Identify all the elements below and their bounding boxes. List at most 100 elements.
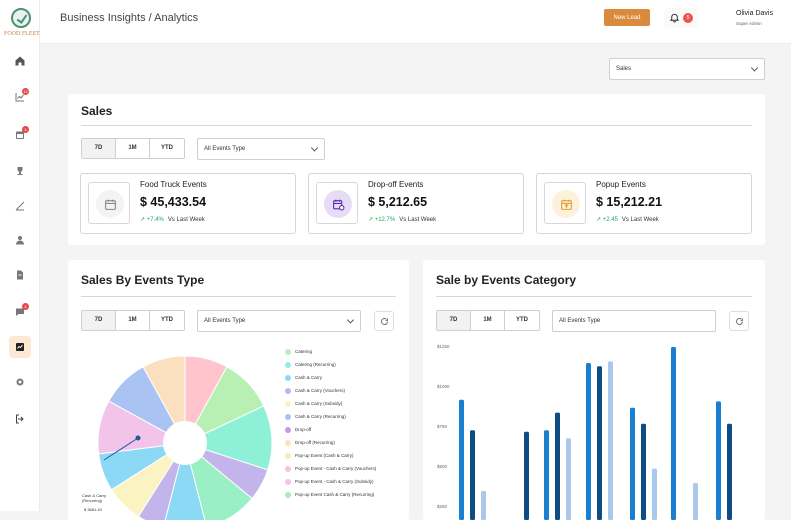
bar[interactable] (597, 366, 602, 520)
bell-icon (669, 13, 680, 23)
stat-icon-circle (324, 190, 352, 218)
sidebar-item-calendar[interactable]: 4 (9, 124, 31, 146)
report-type-select[interactable]: Sales (609, 58, 765, 80)
nav-badge: 12 (22, 88, 29, 95)
chevron-down-icon (310, 144, 319, 152)
legend-swatch (285, 492, 291, 498)
sidebar-item-chat[interactable]: 4 (9, 301, 31, 323)
bar[interactable] (608, 361, 613, 520)
bar[interactable] (652, 468, 657, 520)
stat-change-value: +7.4% (146, 217, 164, 223)
refresh-icon (381, 318, 388, 325)
report-type-value: Sales (616, 66, 632, 72)
stat-icon-box (88, 182, 130, 224)
sidebar-item-home[interactable] (9, 50, 31, 72)
ruler-icon (15, 201, 25, 211)
bar[interactable] (481, 491, 486, 520)
bar[interactable] (566, 438, 571, 520)
sidebar-item-analytics[interactable] (9, 336, 31, 358)
y-tick-label: $250 (437, 504, 448, 509)
period-7d[interactable]: 7D (82, 311, 116, 330)
legend-label: Pop-up Event - Cash & Carry (Vouchers) (295, 466, 377, 471)
sidebar-item-users[interactable] (9, 229, 31, 251)
home-icon (15, 56, 25, 66)
notifications-button[interactable]: 5 (664, 8, 698, 28)
pie-center-hole (163, 421, 207, 465)
period-7d[interactable]: 7D (437, 311, 471, 330)
nav-badge: 4 (22, 303, 29, 310)
bar[interactable] (555, 412, 560, 520)
sidebar-item-document[interactable] (9, 264, 31, 286)
stat-value: $ 15,212.21 (596, 195, 663, 209)
stat-icon-circle (552, 190, 580, 218)
bar[interactable] (727, 423, 732, 520)
legend-swatch (285, 453, 291, 459)
type-event-type-select[interactable]: All Events Type (197, 310, 361, 332)
event-type-value: All Events Type (204, 318, 246, 324)
bar[interactable] (470, 430, 475, 520)
period-1m[interactable]: 1M (116, 311, 150, 330)
y-tick-label: $750 (437, 424, 448, 429)
users-icon (16, 236, 24, 245)
document-icon (17, 270, 23, 280)
sidebar-item-logout[interactable] (9, 408, 31, 430)
chevron-down-icon (750, 64, 759, 72)
legend-label: Cash & Carry (Vouchers) (295, 388, 346, 393)
period-ytd[interactable]: YTD (161, 317, 173, 323)
period-1m[interactable]: 1M (471, 311, 505, 330)
legend-label: Cash & Carry (Recurring) (295, 414, 346, 419)
refresh-button[interactable] (729, 311, 749, 331)
bar[interactable] (716, 401, 721, 520)
legend-label: Drop-off (Recurring) (295, 440, 335, 445)
logout-icon (16, 414, 24, 424)
category-event-type-select[interactable]: All Events Type (552, 310, 716, 332)
stat-change: ↗ +12.7% Vs Last Week (368, 216, 436, 223)
stat-vs-label: Vs Last Week (167, 217, 205, 223)
legend-swatch (285, 414, 291, 420)
tooltip-leader-line (103, 437, 139, 461)
event-type-value: All Events Type (204, 146, 246, 152)
bar[interactable] (459, 399, 464, 520)
type-period-toggle: 7D 1M YTD (81, 310, 185, 331)
bar[interactable] (671, 347, 676, 520)
chat-icon (16, 308, 24, 316)
stat-change-value: +2.45 (602, 217, 618, 223)
logo[interactable]: FOOD FLEET (4, 8, 40, 37)
bar[interactable] (641, 423, 646, 520)
sidebar-item-chart[interactable]: 12 (9, 86, 31, 108)
bar[interactable] (586, 363, 591, 520)
trend-up-icon: ↗ (140, 217, 147, 223)
period-ytd[interactable]: YTD (516, 317, 528, 323)
refresh-button[interactable] (374, 311, 394, 331)
sales-period-toggle: 7D 1M YTD (81, 138, 185, 159)
sales-event-type-select[interactable]: All Events Type (197, 138, 325, 160)
trophy-icon (17, 167, 23, 175)
legend-swatch (285, 401, 291, 407)
bar[interactable] (524, 431, 529, 520)
pie-slice[interactable] (163, 442, 206, 520)
refresh-icon (736, 318, 743, 325)
sidebar-item-ruler[interactable] (9, 195, 31, 217)
tooltip-marker (135, 435, 141, 441)
new-lead-button[interactable]: New Lead (604, 9, 650, 26)
legend-swatch (285, 440, 291, 446)
sidebar-item-gear[interactable] (9, 371, 31, 393)
bar[interactable] (544, 430, 549, 520)
period-7d[interactable]: 7D (82, 139, 116, 158)
pie-tooltip-value: $ 3681.40 (84, 507, 102, 512)
stat-change: ↗ +2.45 Vs Last Week (596, 216, 659, 223)
period-ytd[interactable]: YTD (161, 145, 173, 151)
sidebar-item-trophy[interactable] (9, 160, 31, 182)
period-1m[interactable]: 1M (116, 139, 150, 158)
bar[interactable] (630, 407, 635, 520)
stat-vs-label: Vs Last Week (621, 217, 659, 223)
legend-label: Pop-up Event Cash & Carry (Recurring) (295, 492, 375, 497)
analytics-icon (16, 343, 24, 351)
user-name[interactable]: Olivia Davis (736, 10, 773, 17)
pie-slice[interactable] (183, 405, 273, 471)
bar[interactable] (693, 483, 698, 520)
sales-by-type-title: Sales By Events Type (81, 273, 205, 287)
pie-slice[interactable] (142, 355, 186, 444)
stat-label: Drop-off Events (368, 180, 424, 189)
legend-swatch (285, 349, 291, 355)
